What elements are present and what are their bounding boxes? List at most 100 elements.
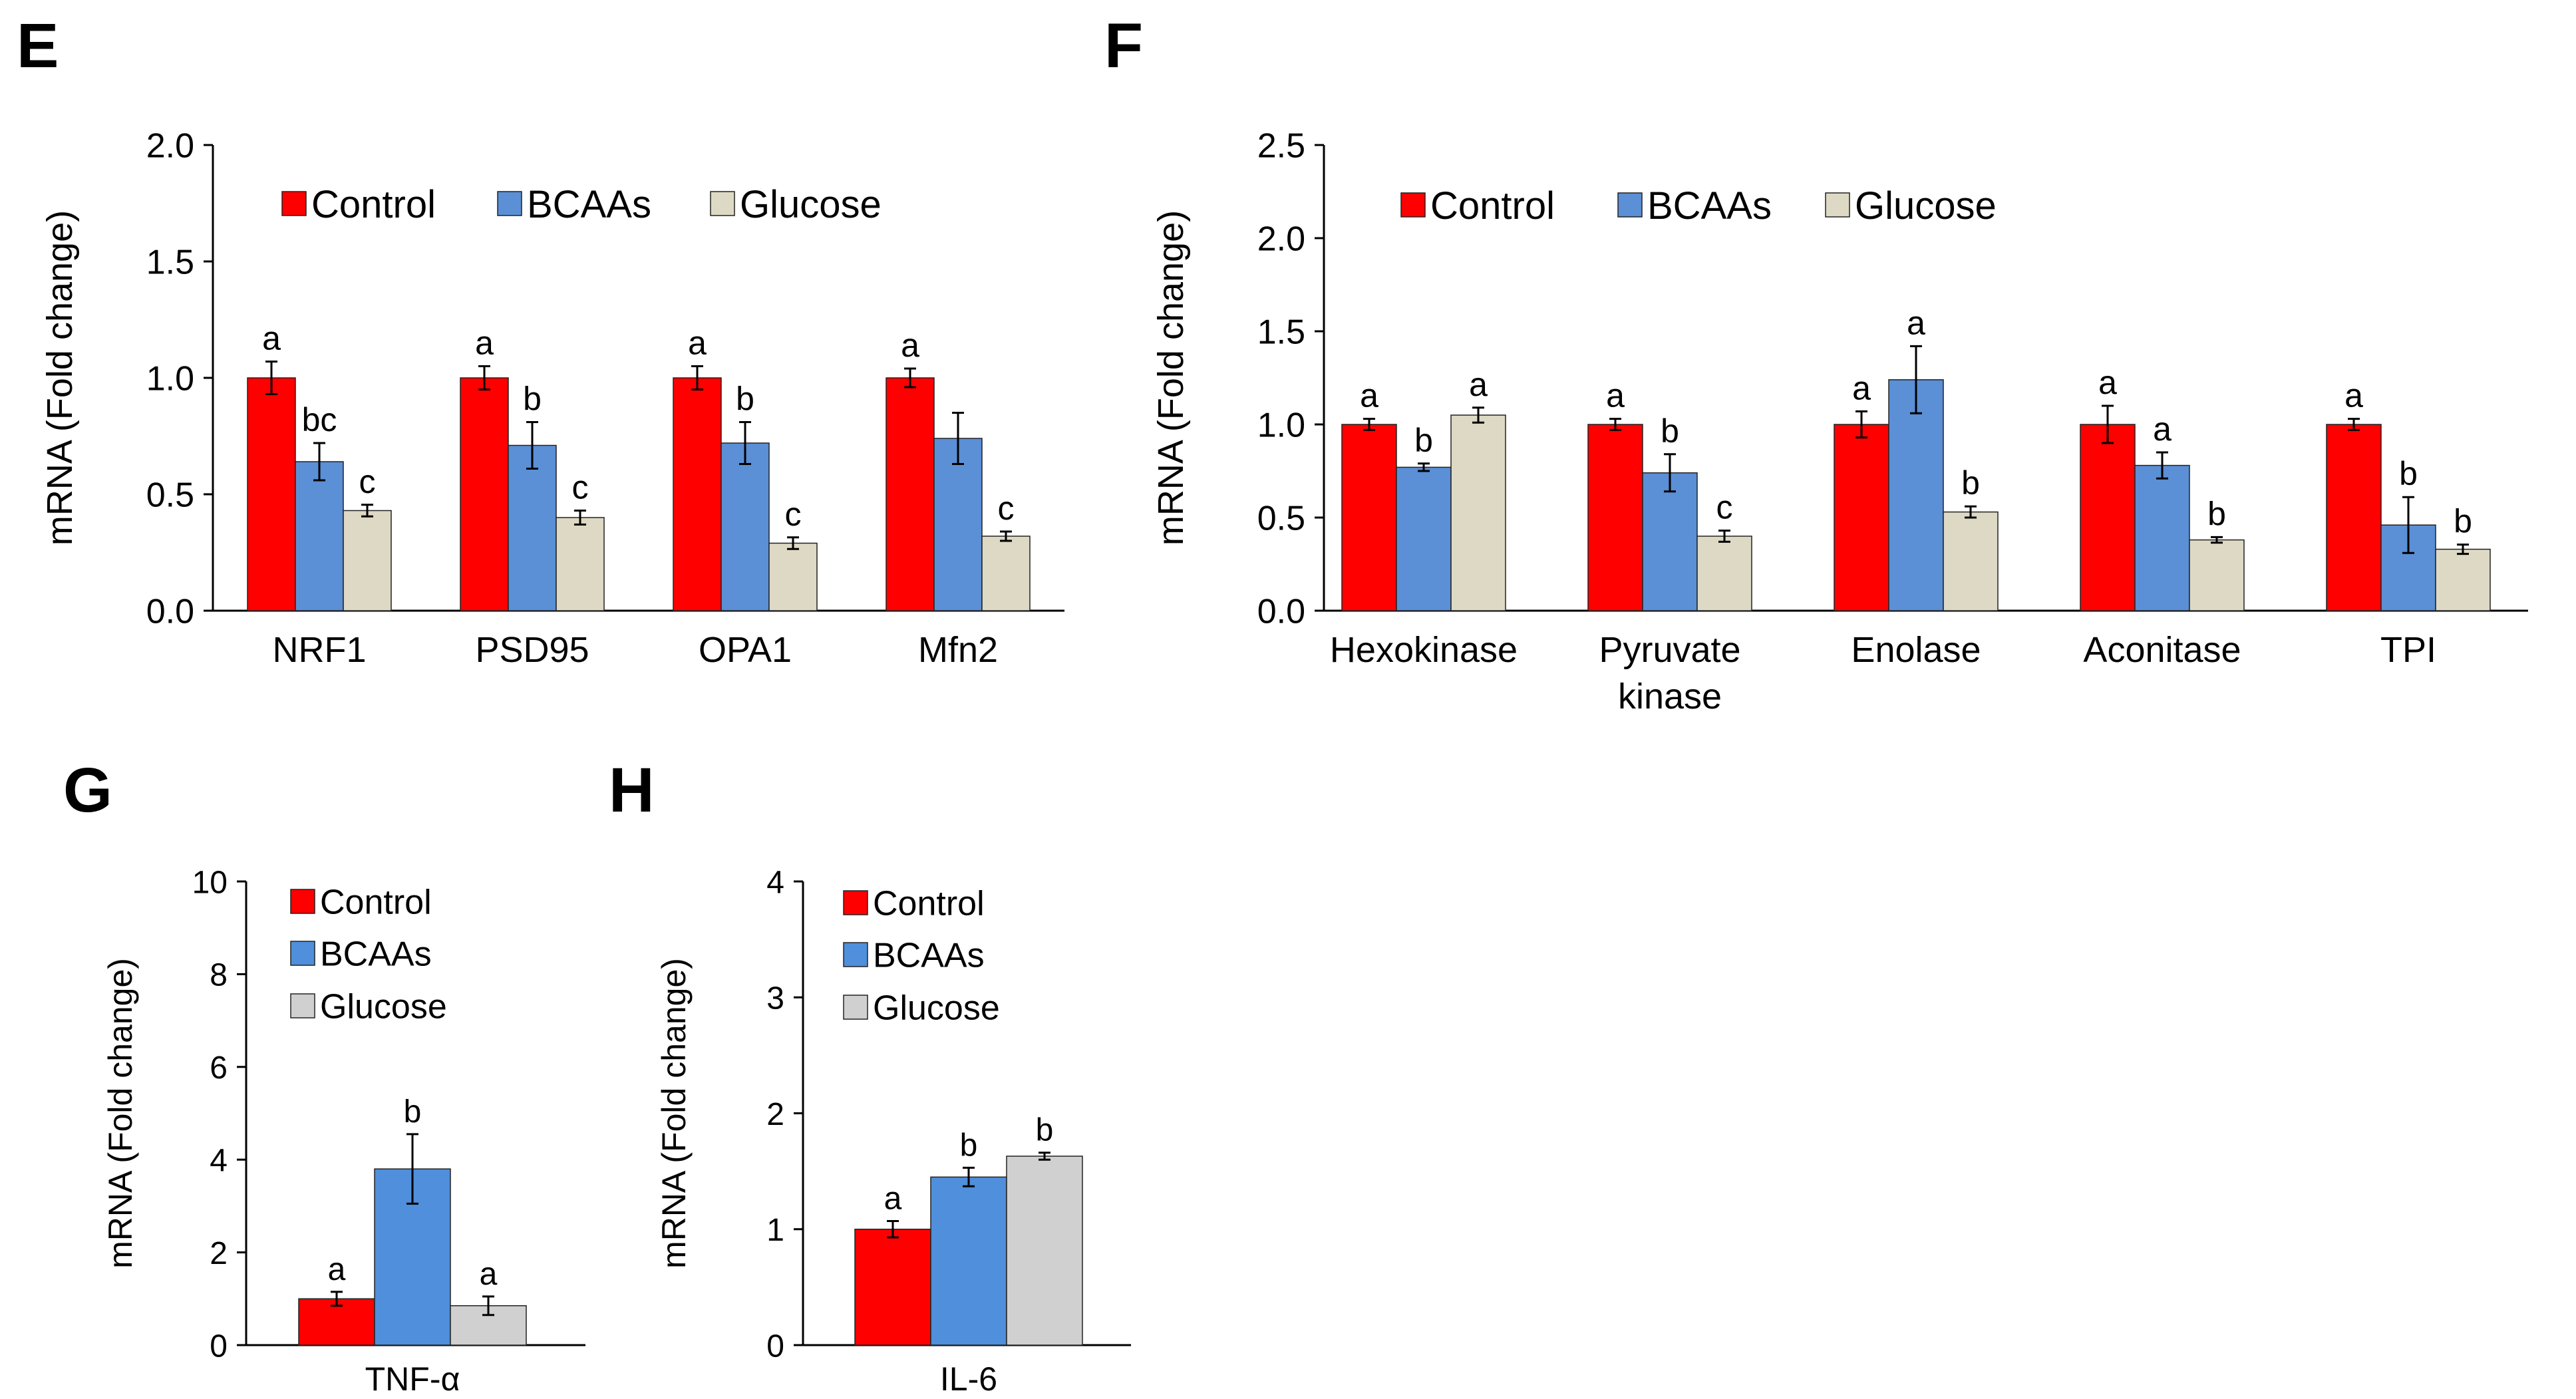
y-axis-title: mRNA (Fold change) — [655, 958, 693, 1269]
panel-letter-g: G — [63, 755, 112, 826]
legend-label-glucose: Glucose — [740, 183, 882, 226]
y-tick-label: 0 — [766, 1328, 784, 1364]
bar-control — [2080, 424, 2136, 611]
significance-letter: a — [328, 1252, 346, 1287]
significance-letter: a — [2344, 377, 2363, 414]
x-tick-label: IL-6 — [940, 1360, 997, 1398]
x-tick-label: OPA1 — [699, 630, 792, 670]
significance-letter: a — [1852, 369, 1871, 406]
significance-letter: a — [2098, 364, 2117, 401]
bar-glucose — [981, 536, 1031, 611]
legend-swatch-bcaas — [290, 941, 315, 966]
panel-letter-h: H — [609, 755, 655, 826]
bar-glucose — [1006, 1156, 1083, 1346]
legend-swatch-control — [1400, 192, 1426, 218]
legend-swatch-glucose — [1825, 192, 1850, 218]
x-tick-label: NRF1 — [272, 630, 366, 670]
bar-glucose — [1696, 536, 1752, 611]
bar-control — [673, 377, 722, 611]
y-tick-label: 1.5 — [1257, 313, 1305, 352]
significance-letter: b — [523, 381, 542, 418]
y-tick-label: 2.0 — [146, 127, 194, 166]
significance-letter: a — [1360, 377, 1378, 414]
y-tick-label: 4 — [210, 1143, 228, 1178]
bar-bcaas — [1888, 379, 1944, 611]
x-tick-label: Hexokinase — [1330, 630, 1518, 670]
bar-bcaas — [295, 461, 344, 611]
significance-letter: a — [1469, 366, 1488, 403]
significance-letter: a — [688, 325, 707, 362]
bar-glucose — [1450, 414, 1506, 611]
y-tick-label: 2.0 — [1257, 220, 1305, 259]
y-tick-label: 0 — [210, 1328, 228, 1364]
significance-letter: b — [960, 1128, 978, 1163]
bar-bcaas — [1396, 466, 1452, 611]
bar-bcaas — [508, 444, 557, 611]
significance-letter: b — [1036, 1113, 1054, 1148]
significance-letter: c — [1716, 489, 1733, 526]
legend-swatch-control — [290, 889, 315, 914]
x-tick-label: Aconitase — [2083, 630, 2241, 670]
y-tick-label: 6 — [210, 1050, 228, 1086]
bar-glucose — [343, 510, 392, 611]
bar-control — [1834, 424, 1889, 611]
significance-letter: a — [1907, 304, 1925, 341]
legend-swatch-bcaas — [1617, 192, 1643, 218]
significance-letter: a — [1606, 377, 1625, 414]
significance-letter: c — [359, 463, 376, 500]
bar-glucose — [1943, 511, 1999, 611]
legend-swatch-glucose — [843, 995, 868, 1020]
bar-control — [2326, 424, 2382, 611]
significance-letter: c — [572, 469, 589, 506]
y-tick-label: 10 — [192, 865, 228, 900]
significance-letter: b — [2207, 495, 2226, 532]
bar-bcaas — [721, 442, 770, 611]
bar-bcaas — [2134, 464, 2190, 611]
y-tick-label: 8 — [210, 958, 228, 993]
y-tick-label: 1.0 — [1257, 406, 1305, 445]
legend-label-control: Control — [320, 883, 432, 922]
significance-letter: b — [736, 381, 754, 418]
significance-letter: a — [901, 327, 919, 364]
y-tick-label: 2 — [210, 1236, 228, 1271]
chart-panel-g: 0 2 4 6 8 10 mRNA (Fold change) a b a TNF-α Control… — [102, 865, 585, 1398]
x-tick-label: TPI — [2380, 630, 2436, 670]
legend-label-bcaas: BCAAs — [1647, 184, 1772, 228]
significance-letter: c — [785, 496, 802, 533]
legend-swatch-bcaas — [843, 942, 868, 967]
x-tick-label: TNF-α — [365, 1360, 460, 1398]
legend-label-control: Control — [1430, 184, 1555, 228]
x-tick-label: PSD95 — [475, 630, 589, 670]
chart-panel-h: 0 1 2 3 4 mRNA (Fold change) a b b IL-6 Control BCA… — [655, 865, 1131, 1398]
y-axis-title: mRNA (Fold change) — [40, 210, 80, 545]
legend-label-glucose: Glucose — [1855, 184, 1997, 228]
y-tick-label: 0.5 — [1257, 500, 1305, 538]
legend-label-bcaas: BCAAs — [873, 937, 985, 975]
significance-letter: b — [2454, 503, 2472, 540]
bar-control — [1587, 424, 1643, 611]
bar-control — [854, 1229, 931, 1346]
legend-label-control: Control — [311, 183, 436, 226]
significance-letter: a — [2153, 410, 2172, 448]
y-tick-label: 0.0 — [1257, 593, 1305, 631]
y-tick-label: 0.5 — [146, 476, 194, 515]
legend-label-glucose: Glucose — [320, 988, 447, 1026]
y-tick-label: 4 — [766, 865, 784, 900]
significance-letter: b — [1661, 412, 1679, 450]
bar-bcaas — [930, 1176, 1007, 1346]
legend-swatch-glucose — [290, 993, 315, 1018]
bar-bcaas — [1642, 472, 1698, 611]
significance-letter: b — [1414, 422, 1433, 459]
y-tick-label: 1.0 — [146, 360, 194, 398]
bar-control — [886, 377, 935, 611]
x-tick-label-line: Pyruvate — [1599, 630, 1740, 670]
panel-letter-e: E — [17, 11, 59, 81]
significance-letter: a — [262, 320, 281, 357]
bar-glucose — [768, 542, 818, 611]
panel-letter-f: F — [1104, 11, 1143, 81]
legend-label-bcaas: BCAAs — [527, 183, 651, 226]
y-tick-label: 1.5 — [146, 243, 194, 282]
y-tick-label: 3 — [766, 981, 784, 1016]
